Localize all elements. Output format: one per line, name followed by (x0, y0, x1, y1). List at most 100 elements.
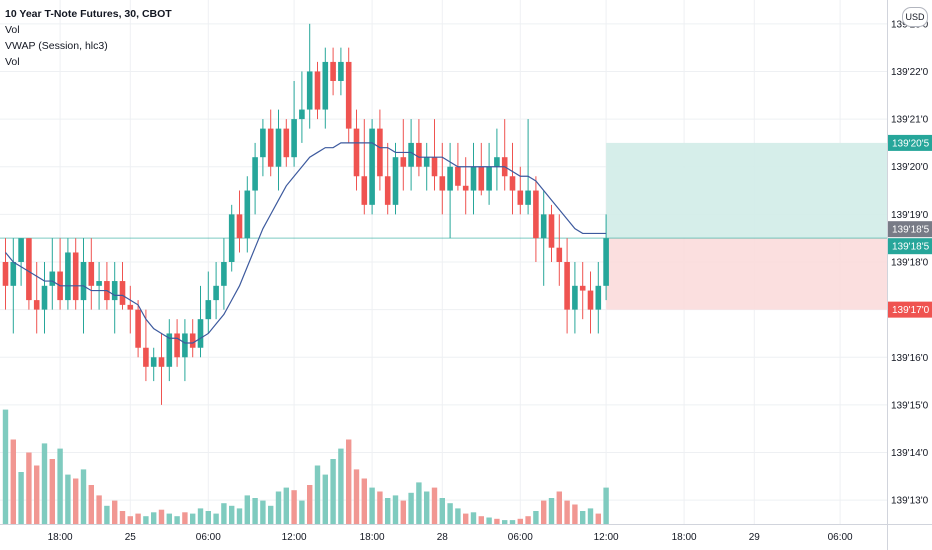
volume-bar (135, 513, 141, 524)
volume-bar (595, 513, 601, 524)
volume-bar (564, 500, 570, 524)
volume-bar (517, 518, 523, 524)
volume-bar (112, 500, 118, 524)
volume-bar (338, 448, 344, 524)
candle (572, 285, 578, 310)
price-label-bg (888, 301, 932, 318)
x-tick-label: 28 (437, 532, 449, 543)
candle (392, 157, 399, 205)
volume-bar (377, 491, 383, 524)
price-label-stop: 139'17'0 (892, 305, 930, 316)
candle (564, 262, 570, 310)
candle (556, 247, 563, 262)
volume-bar (88, 485, 94, 524)
volume-bar (400, 500, 406, 524)
volume-bar (447, 503, 453, 524)
volume-bar (486, 517, 492, 524)
candle (525, 190, 531, 205)
candle (26, 238, 32, 301)
candle (236, 214, 243, 239)
candle (41, 285, 48, 310)
candle (540, 214, 547, 239)
candle (189, 333, 196, 348)
candle (595, 285, 602, 310)
volume-bar (509, 520, 516, 524)
volume-bar (166, 513, 172, 524)
volume-bar (580, 511, 586, 524)
volume-bar (548, 498, 555, 524)
candle (135, 309, 141, 348)
volume-bar (80, 469, 87, 524)
x-tick-label: 18:00 (672, 532, 697, 543)
volume-bar (494, 518, 500, 524)
y-tick-label: 139'19'0 (891, 210, 929, 221)
candle (221, 262, 227, 286)
volume-bar (416, 482, 422, 524)
volume-bar (385, 498, 391, 524)
volume-bar (299, 500, 305, 524)
volume-bar (353, 469, 360, 524)
x-tick-label: 18:00 (48, 532, 73, 543)
x-tick-label: 06:00 (196, 532, 221, 543)
legend-vwap[interactable]: VWAP (Session, hlc3) (5, 40, 108, 52)
volume-bar (158, 509, 165, 524)
candle (494, 157, 500, 167)
volume-bar (603, 487, 609, 524)
volume-bar (65, 474, 71, 524)
candle (338, 61, 344, 81)
candle (197, 319, 204, 348)
volume-bar (431, 487, 438, 524)
volume-bar (502, 520, 508, 524)
volume-bar (244, 495, 250, 524)
volume-bar (307, 485, 313, 524)
candle (533, 190, 539, 239)
candle (377, 128, 383, 177)
stop-zone (606, 238, 887, 310)
currency-button[interactable]: USD (902, 7, 928, 27)
y-tick-label: 139'13'0 (891, 496, 929, 507)
volume-bar (283, 487, 289, 524)
candle (213, 285, 219, 301)
candle (150, 357, 157, 367)
candle (306, 71, 313, 110)
candle (158, 357, 165, 367)
x-tick-label: 18:00 (360, 532, 385, 543)
candle (33, 300, 40, 310)
candle (244, 190, 251, 239)
candle (486, 166, 492, 191)
candle (2, 262, 9, 286)
candle (119, 281, 126, 305)
candle (10, 262, 17, 286)
candle (96, 281, 102, 286)
vwap-line (5, 142, 607, 344)
volume-bar (73, 478, 79, 524)
candle (400, 157, 407, 167)
volume-bar (252, 498, 258, 524)
volume-bar (392, 495, 399, 524)
candle (361, 176, 368, 205)
price-label-entry: 139'18'5 (892, 225, 930, 236)
candle (603, 238, 609, 286)
candle (49, 271, 56, 286)
legend-symbol-title[interactable]: 10 Year T-Note Futures, 30, CBOT (5, 8, 172, 20)
volume-bar (291, 490, 297, 524)
volume-bar (275, 491, 282, 524)
candle (579, 285, 586, 291)
legend-volume-2[interactable]: Vol (5, 56, 20, 68)
candle (127, 304, 134, 310)
y-tick-label: 139'16'0 (891, 353, 929, 364)
volume-bar (26, 452, 32, 524)
price-label-last: 139'18'5 (892, 242, 930, 253)
candle (299, 109, 305, 120)
candle (18, 238, 24, 262)
legend-volume[interactable]: Vol (5, 24, 20, 36)
candle (384, 176, 391, 205)
y-tick-label: 139'22'0 (891, 67, 929, 78)
candle (88, 262, 95, 286)
volume-bar (96, 495, 102, 524)
volume-bar (533, 511, 539, 524)
volume-bar (369, 487, 375, 524)
volume-bar (34, 465, 40, 524)
volume-bar (151, 512, 157, 524)
